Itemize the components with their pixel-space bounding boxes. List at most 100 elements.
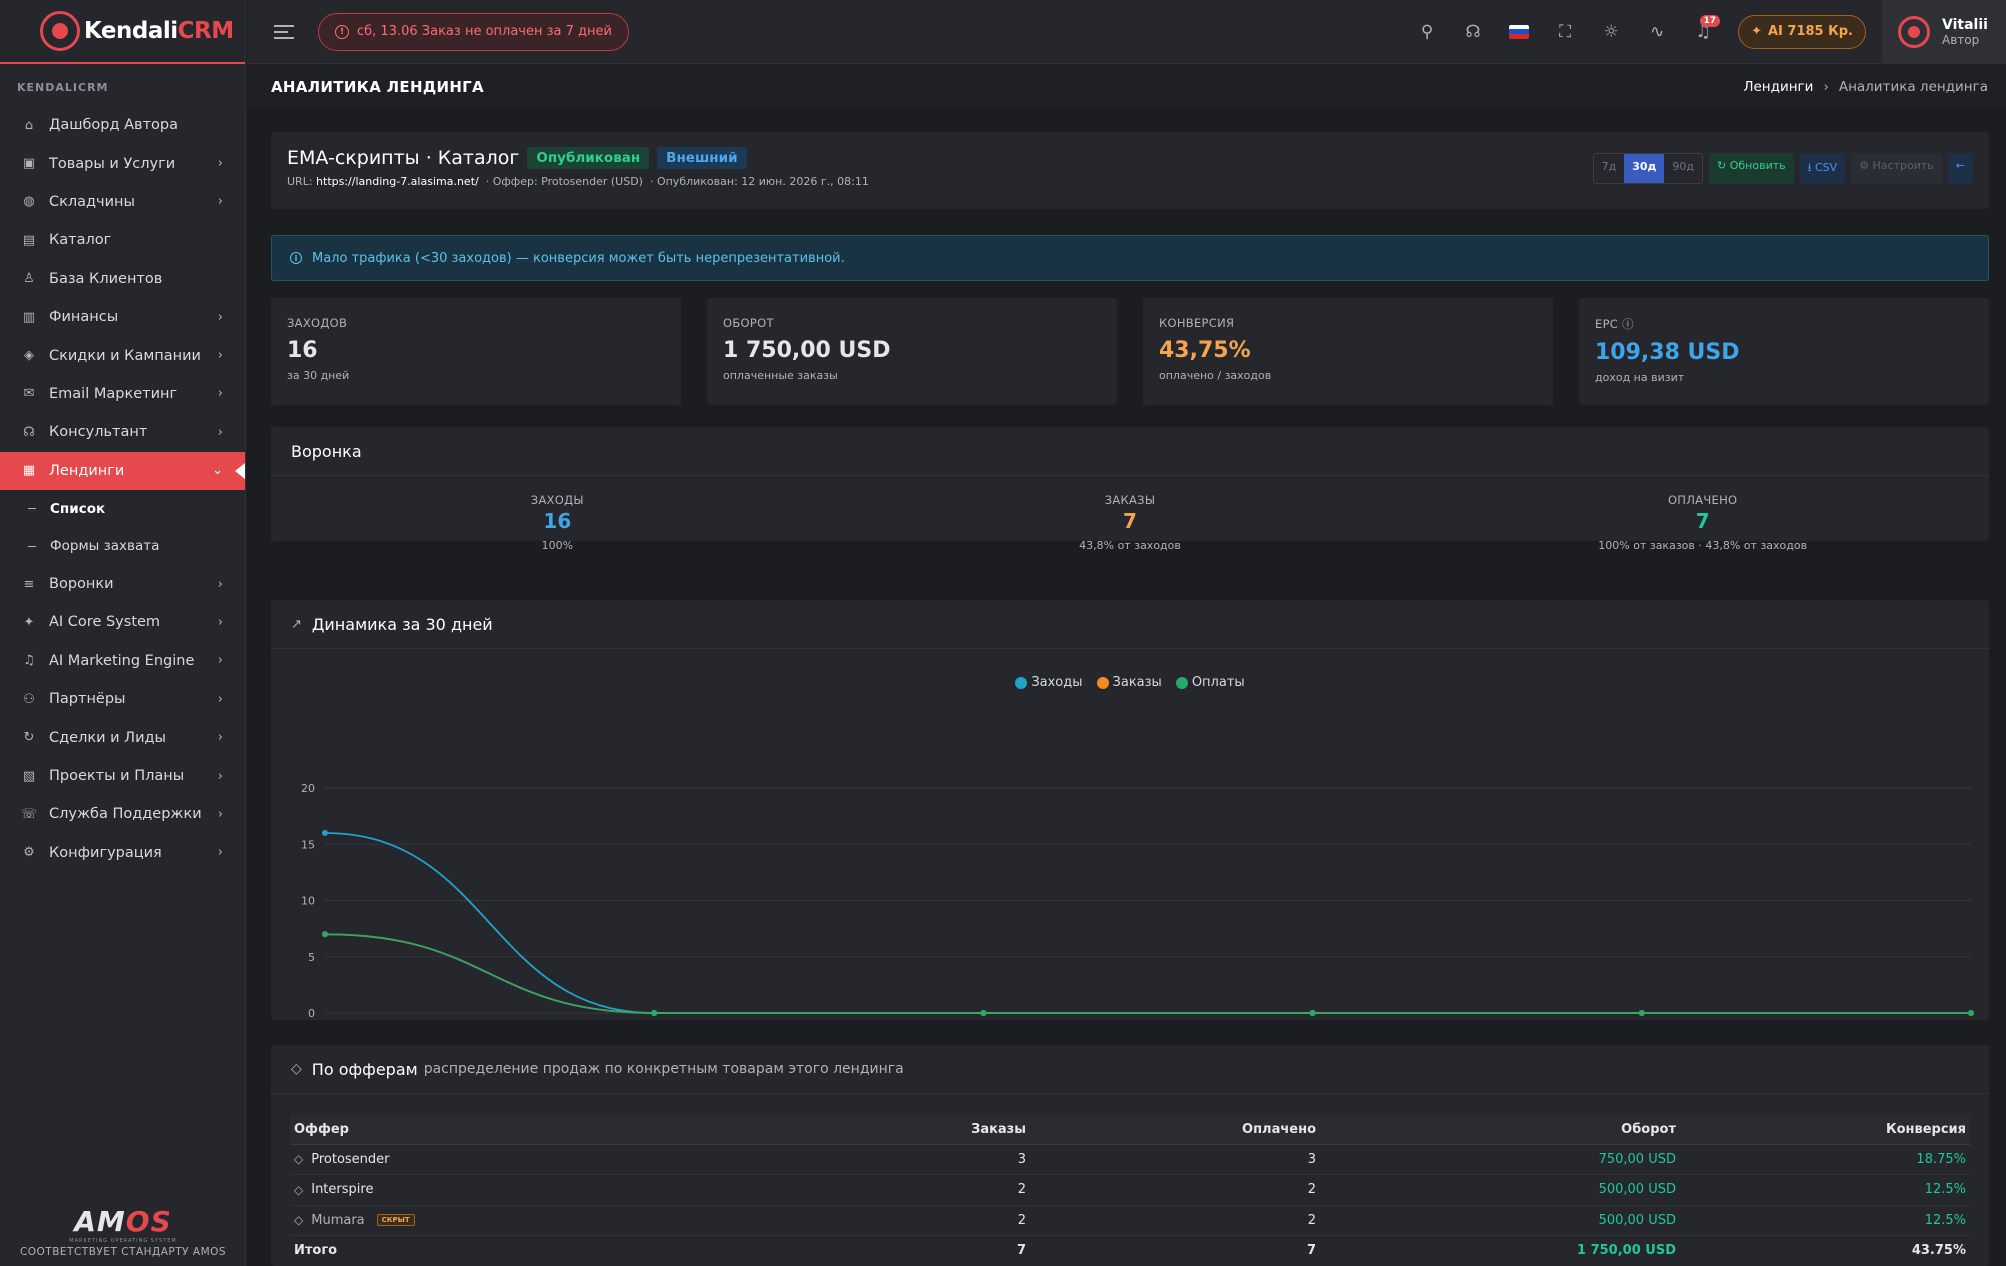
wallet-icon: ▥: [22, 309, 36, 325]
theme-toggle-icon[interactable]: ☼: [1603, 21, 1619, 42]
paid-cell: 3: [1030, 1144, 1320, 1175]
csv-export-button[interactable]: ⭳ CSV: [1799, 153, 1846, 184]
data-point-2: [980, 1010, 987, 1016]
chevron-down-icon: ⌄: [212, 463, 223, 479]
offers-card: ◇ По офферам распределение продаж по кон…: [271, 1045, 1989, 1266]
offer-name[interactable]: Mumara: [311, 1212, 365, 1228]
offer-cell: ◇ Mumara СКРЫТ: [290, 1205, 710, 1236]
series-line-2: [324, 933, 1971, 1014]
sidebar-item-projects[interactable]: ▧ Проекты и Планы ›: [0, 757, 245, 795]
language-flag-icon[interactable]: [1496, 9, 1542, 55]
sidebar-item-sparkle[interactable]: ✦ AI Core System ›: [0, 603, 245, 641]
sidebar-item-gear[interactable]: ⚙ Конфигурация ›: [0, 834, 245, 872]
sidebar: KendaliCRM KENDALICRM ⌂ Дашборд Автора ▣ То…: [0, 0, 246, 1266]
tag-icon: ◇: [294, 1182, 304, 1197]
sidebar-item-tag[interactable]: ◈ Скидки и Кампании ›: [0, 336, 245, 374]
sidebar-item-label: Конфигурация: [49, 844, 162, 861]
orders-cell: 2: [710, 1205, 1030, 1236]
y-tick-label: 15: [301, 838, 315, 851]
sidebar-item-users[interactable]: ♙ База Клиентов: [0, 260, 245, 298]
menu-toggle-icon[interactable]: [274, 24, 294, 39]
funnel-step-label: ЗАКАЗЫ: [1104, 493, 1156, 507]
offer-name[interactable]: Protosender: [311, 1151, 390, 1167]
notifications-bell-icon[interactable]: ♫ 17: [1680, 9, 1726, 55]
configure-button[interactable]: ⚙ Настроить: [1851, 153, 1942, 184]
sidebar-section-title: KENDALICRM: [17, 81, 109, 94]
logo-mark-icon: [40, 11, 80, 51]
sidebar-item-filter[interactable]: ≡ Воронки ›: [0, 565, 245, 603]
dash-icon: [28, 545, 36, 547]
conversion-cell: 12.5%: [1680, 1174, 1970, 1206]
back-button[interactable]: ←: [1947, 153, 1973, 184]
sidebar-item-store[interactable]: ▤ Каталог: [0, 221, 245, 259]
sidebar-item-headset[interactable]: ☊ Консультант ›: [0, 413, 245, 451]
sidebar-item-label: Партнёры: [49, 691, 126, 708]
landing-url-link[interactable]: https://landing-7.alasima.net/: [316, 175, 479, 188]
y-tick-label: 10: [301, 895, 315, 908]
sidebar-item-globe[interactable]: ◍ Складчины ›: [0, 183, 245, 221]
column-header[interactable]: Оффер: [290, 1115, 710, 1145]
kpi-label: EPC ⓘ: [1595, 317, 1634, 331]
offer-cell: ◇ Interspire: [290, 1174, 710, 1206]
sidebar-subitem[interactable]: Список: [0, 490, 245, 528]
conversion-cell: 43.75%: [1680, 1235, 1970, 1266]
sidebar-item-wallet[interactable]: ▥ Финансы ›: [0, 298, 245, 336]
sidebar-item-label: Товары и Услуги: [49, 155, 176, 172]
sidebar-item-handshake[interactable]: ↻ Сделки и Лиды ›: [0, 718, 245, 756]
location-icon[interactable]: ⚲: [1420, 21, 1434, 42]
offers-title: По офферам: [311, 1059, 418, 1079]
period-option[interactable]: 90д: [1672, 160, 1695, 173]
sidebar-item-label: Каталог: [49, 232, 112, 249]
user-menu[interactable]: Vitalii Автор: [1882, 0, 2006, 64]
sidebar-item-partners[interactable]: ⚇ Партнёры ›: [0, 680, 245, 718]
dynamics-chart-card: ↗ Динамика за 30 дней Заходы Заказы Оплаты…: [271, 600, 1989, 1020]
headset-icon[interactable]: ☊: [1465, 21, 1481, 42]
sidebar-item-label: Воронки: [49, 576, 114, 593]
tag-icon: ◈: [24, 348, 34, 364]
legend-item[interactable]: Оплаты: [1175, 675, 1245, 690]
ai-credits-button[interactable]: ✦ AI 7185 Кр.: [1738, 14, 1866, 49]
box-icon: ▣: [22, 156, 36, 172]
activity-icon[interactable]: ∿: [1649, 21, 1665, 42]
sidebar-item-mail[interactable]: ✉ Email Маркетинг ›: [0, 375, 245, 413]
sidebar-subitem[interactable]: Формы захвата: [0, 527, 245, 565]
column-header[interactable]: Оплачено: [1030, 1115, 1320, 1145]
period-option[interactable]: 7д: [1601, 160, 1617, 173]
legend-dot: [1015, 676, 1028, 689]
unpaid-order-alert[interactable]: ! сб, 13.06 Заказ не оплачен за 7 дней: [318, 12, 629, 51]
legend-item[interactable]: Заходы: [1015, 675, 1083, 690]
legend-item[interactable]: Заказы: [1096, 675, 1162, 690]
y-tick-label: 5: [308, 951, 315, 964]
tag-icon: ◇: [294, 1213, 304, 1228]
brand-logo[interactable]: KendaliCRM: [0, 0, 245, 64]
sidebar-item-label: Проекты и Планы: [49, 768, 185, 785]
data-point-2: [322, 931, 328, 938]
sidebar-item-support[interactable]: ☏ Служба Поддержки ›: [0, 795, 245, 833]
revenue-cell: 750,00 USD: [1320, 1144, 1680, 1175]
chevron-right-icon: ›: [217, 348, 223, 364]
column-header[interactable]: Оборот: [1320, 1115, 1680, 1145]
sidebar-item-box[interactable]: ▣ Товары и Услуги ›: [0, 144, 245, 182]
offer-name[interactable]: Interspire: [311, 1182, 374, 1198]
sidebar-item-layout[interactable]: ▦ Лендинги ⌄: [0, 451, 245, 490]
table-row: ◇ Mumara СКРЫТ 2 2 500,00 USD 12.5%: [290, 1205, 1970, 1236]
chart-section-title: Динамика за 30 дней: [311, 614, 493, 634]
sidebar-item-bell[interactable]: ♫ AI Marketing Engine ›: [0, 642, 245, 680]
chevron-right-icon: ›: [217, 691, 223, 707]
refresh-button[interactable]: ↻ Обновить: [1709, 153, 1794, 184]
sidebar-item-label: Email Маркетинг: [49, 385, 178, 402]
table-row: ◇ Protosender 3 3 750,00 USD 18.75%: [290, 1144, 1970, 1175]
kpi-value: 16: [287, 338, 318, 363]
breadcrumb: Лендинги › Аналитика лендинга: [1743, 79, 1988, 95]
landing-published: · Опубликован: 12 июн. 2026 г., 08:11: [649, 175, 869, 188]
breadcrumb-landings[interactable]: Лендинги: [1743, 79, 1814, 95]
column-header[interactable]: Конверсия: [1680, 1115, 1970, 1145]
column-header[interactable]: Заказы: [710, 1115, 1030, 1145]
chart-line-icon: ↗: [291, 616, 302, 632]
sparkle-icon: ✦: [23, 614, 35, 630]
bell-icon: ♫: [23, 653, 35, 669]
sidebar-item-home[interactable]: ⌂ Дашборд Автора: [0, 106, 245, 144]
period-option[interactable]: 30д: [1624, 154, 1665, 183]
funnel-card: Воронка ЗАХОДЫ 16 100% ЗАКАЗЫ 7 43,8% от захо…: [271, 427, 1989, 552]
fullscreen-icon[interactable]: ⛶: [1559, 21, 1572, 42]
